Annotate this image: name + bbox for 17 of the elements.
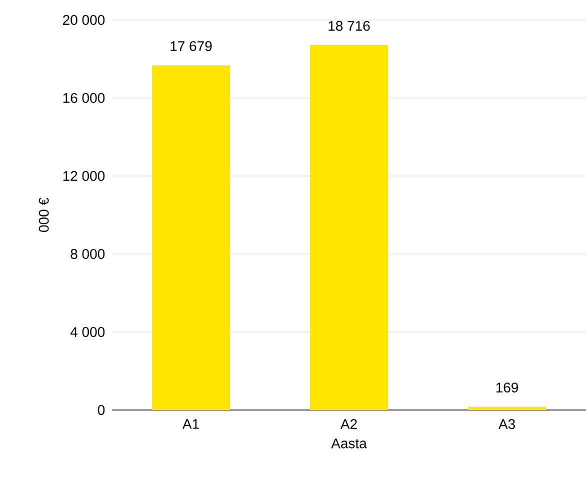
data-label: 18 716 bbox=[328, 20, 370, 31]
bar bbox=[310, 45, 388, 410]
x-tick-label: A1 bbox=[182, 419, 199, 429]
x-tick-label: A3 bbox=[498, 419, 515, 430]
y-tick-label: 20 000 bbox=[63, 15, 105, 25]
bar bbox=[468, 406, 546, 410]
x-axis-title: Aasta bbox=[331, 438, 367, 448]
y-tick-label: 0 bbox=[98, 405, 105, 415]
y-tick-label: 4 000 bbox=[70, 327, 105, 337]
y-axis-title: 000 € bbox=[38, 198, 49, 232]
y-tick-label: 12 000 bbox=[63, 171, 105, 181]
data-label: 169 bbox=[496, 382, 518, 393]
y-tick-label: 16 000 bbox=[63, 93, 105, 103]
x-tick-label: A2 bbox=[340, 419, 357, 429]
y-tick-label: 8 000 bbox=[70, 249, 105, 259]
bar bbox=[152, 65, 230, 410]
data-label: 17 679 bbox=[170, 41, 212, 52]
